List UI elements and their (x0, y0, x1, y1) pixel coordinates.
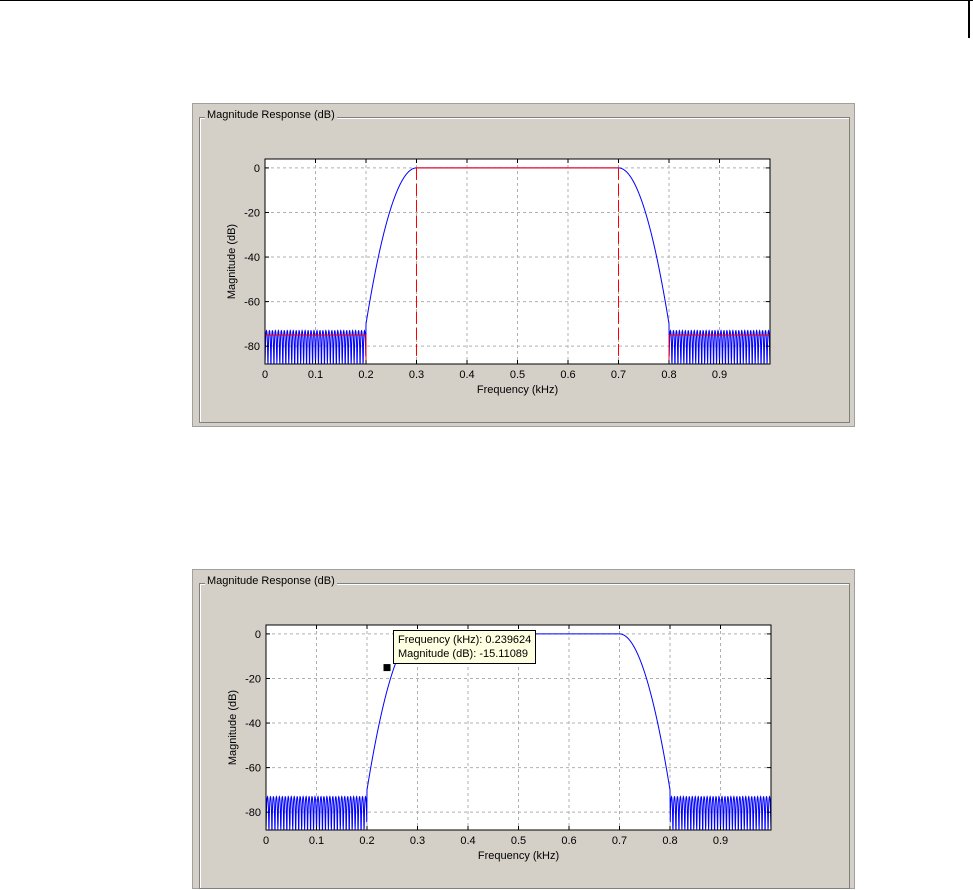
y-tick-label: -80 (245, 807, 261, 819)
datatip-frequency: Frequency (kHz): 0.239624 (398, 634, 532, 646)
y-tick-label: -80 (244, 341, 260, 353)
x-tick-label: 0.4 (459, 369, 474, 381)
page-edge-bar (968, 0, 970, 38)
magnitude-response-panel-2: Magnitude Response (dB) 0 0.1 0.2 0.3 0.4 0.5… (192, 569, 855, 889)
y-tick-label: 0 (255, 629, 261, 641)
y-tick-label: -60 (244, 297, 260, 309)
x-axis-label: Frequency (kHz) (477, 384, 558, 396)
page-top-rule (0, 0, 973, 1)
x-tick-label: 0.4 (460, 835, 475, 847)
x-tick-label: 0.3 (410, 835, 425, 847)
x-tick-label: 0.7 (611, 369, 626, 381)
y-tick-label: -60 (245, 763, 261, 775)
panel-title: Magnitude Response (dB) (205, 575, 337, 587)
y-tick-label: 0 (254, 163, 260, 175)
x-tick-label: 0.2 (358, 369, 373, 381)
y-tick-label: -20 (245, 673, 261, 685)
x-tick-label: 0.7 (612, 835, 627, 847)
y-axis-label: Magnitude (dB) (226, 224, 238, 299)
x-tick-label: 0.9 (713, 835, 728, 847)
x-tick-label: 0.5 (510, 369, 525, 381)
y-axis-label: Magnitude (dB) (227, 690, 239, 765)
x-tick-label: 0 (262, 369, 268, 381)
x-tick-label: 0.2 (359, 835, 374, 847)
x-tick-label: 0 (263, 835, 269, 847)
x-tick-label: 0.6 (560, 369, 575, 381)
x-tick-label: 0.8 (661, 369, 676, 381)
datatip-marker[interactable] (383, 664, 391, 672)
panel-title: Magnitude Response (dB) (205, 109, 337, 121)
magnitude-response-panel-1: Magnitude Response (dB) 0 0.1 0.2 0.3 0.4 0.5… (192, 103, 855, 427)
panel-frame (199, 117, 850, 423)
x-tick-label: 0.8 (662, 835, 677, 847)
x-tick-label: 0.9 (712, 369, 727, 381)
y-tick-label: -20 (244, 207, 260, 219)
magnitude-response-chart[interactable]: 0 0.1 0.2 0.3 0.4 0.5 0.6 0.7 0.8 0.9 0 -20 -40 -60 -8… (193, 570, 856, 890)
x-tick-label: 0.3 (409, 369, 424, 381)
x-tick-label: 0.6 (561, 835, 576, 847)
datatip-magnitude: Magnitude (dB): -15.11089 (398, 648, 529, 660)
magnitude-response-chart[interactable]: 0 0.1 0.2 0.3 0.4 0.5 0.6 0.7 0.8 0.9 0 -20 -40 -60 -8… (193, 104, 856, 428)
x-tick-label: 0.5 (511, 835, 526, 847)
x-axis-label: Frequency (kHz) (478, 850, 559, 862)
y-tick-label: -40 (245, 718, 261, 730)
x-tick-label: 0.1 (309, 835, 324, 847)
datatip[interactable]: Frequency (kHz): 0.239624 Magnitude (dB)… (393, 630, 537, 664)
x-tick-label: 0.1 (308, 369, 323, 381)
y-tick-label: -40 (244, 252, 260, 264)
